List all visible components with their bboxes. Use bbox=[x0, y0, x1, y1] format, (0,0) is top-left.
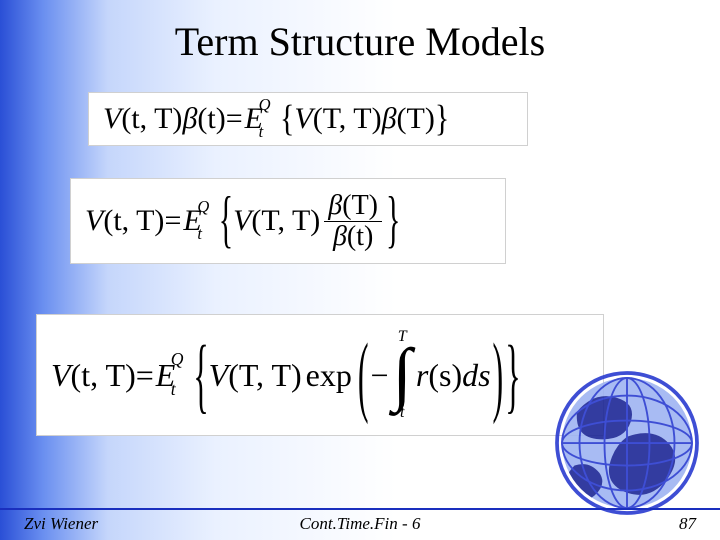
eq3-int-lower: t bbox=[400, 405, 404, 421]
eq1-eq-sign: = bbox=[226, 102, 243, 136]
eq3-lbrace: { bbox=[193, 327, 208, 423]
eq1-rhs-V-args: (T, T) bbox=[313, 102, 382, 136]
eq3-lhs-args: (t, T) bbox=[71, 357, 136, 394]
eq1-rbrace: } bbox=[435, 98, 449, 141]
eq2-rbrace: } bbox=[386, 185, 400, 256]
eq2-frac-num: β(T) bbox=[324, 191, 382, 220]
eq1-rhs-beta: β bbox=[382, 102, 397, 136]
footer-center: Cont.Time.Fin - 6 bbox=[0, 514, 720, 534]
eq3-r-args: (s) bbox=[428, 357, 462, 394]
eq1-rhs-V: V bbox=[294, 102, 312, 136]
eq1-lhs-V: V bbox=[103, 102, 121, 136]
eq2-fraction: β(T) β(t) bbox=[324, 191, 382, 251]
eq3-int-symbol: ∫ bbox=[393, 345, 412, 405]
eq2-den-beta: β bbox=[333, 221, 347, 252]
eq1-lhs-beta-args: (t) bbox=[197, 102, 225, 136]
eq2-rhs-V-args: (T, T) bbox=[251, 204, 320, 238]
equation-3-box: V(t, T) = E Q t {V(T, T) exp(− T ∫ t r(s… bbox=[36, 314, 604, 436]
eq1-E-sub: t bbox=[259, 122, 264, 142]
eq2-frac-den: β(t) bbox=[329, 222, 377, 251]
eq1-lhs-args: (t, T) bbox=[121, 102, 182, 136]
eq2-num-beta: β bbox=[328, 190, 342, 221]
eq2-num-args: (T) bbox=[342, 190, 378, 221]
footer-page-number: 87 bbox=[679, 514, 696, 534]
eq2-E-sub: t bbox=[197, 224, 202, 244]
eq2-eq-sign: = bbox=[164, 204, 181, 238]
eq2-lhs-V: V bbox=[85, 204, 103, 238]
eq3-eq-sign: = bbox=[136, 357, 154, 394]
eq3-integral: T ∫ t bbox=[393, 329, 412, 421]
eq2-expectation: E Q t bbox=[183, 204, 201, 238]
slide-root: Term Structure Models V(t, T)β(t) = E Q … bbox=[0, 0, 720, 540]
eq1-lbrace: { bbox=[280, 98, 294, 141]
eq3-rparen: ) bbox=[493, 323, 504, 427]
eq3-rbrace: } bbox=[505, 327, 520, 423]
eq3-lparen: ( bbox=[358, 323, 369, 427]
equation-2-box: V(t, T) = E Q t {V(T, T) β(T) β(t) } bbox=[70, 178, 506, 264]
eq3-lhs-V: V bbox=[51, 357, 71, 394]
eq3-minus: − bbox=[371, 357, 389, 394]
eq1-E-sup: Q bbox=[259, 95, 271, 115]
eq2-E-sup: Q bbox=[197, 197, 209, 217]
eq3-E-sub: t bbox=[171, 379, 176, 400]
eq3-rhs-V-args: (T, T) bbox=[228, 357, 301, 394]
slide-title: Term Structure Models bbox=[0, 18, 720, 65]
eq2-den-args: (t) bbox=[347, 221, 373, 252]
eq2-lbrace: { bbox=[219, 185, 233, 256]
eq2-rhs-V: V bbox=[233, 204, 251, 238]
eq3-expectation: E Q t bbox=[156, 357, 176, 394]
eq1-lhs-beta: β bbox=[182, 102, 197, 136]
globe-icon bbox=[552, 368, 702, 518]
eq1-rhs-beta-args: (T) bbox=[397, 102, 435, 136]
footer-divider bbox=[0, 508, 720, 510]
equation-2: V(t, T) = E Q t {V(T, T) β(T) β(t) } bbox=[85, 191, 400, 251]
eq3-E-sup: Q bbox=[171, 349, 184, 370]
equation-1-box: V(t, T)β(t) = E Q t {V(T, T)β(T)} bbox=[88, 92, 528, 146]
equation-1: V(t, T)β(t) = E Q t {V(T, T)β(T)} bbox=[103, 102, 449, 136]
eq3-ds: ds bbox=[462, 357, 490, 394]
eq3-r: r bbox=[416, 357, 428, 394]
eq3-exp: exp bbox=[306, 357, 352, 394]
eq1-expectation: E Q t bbox=[245, 102, 263, 136]
eq2-lhs-args: (t, T) bbox=[103, 204, 164, 238]
eq3-rhs-V: V bbox=[209, 357, 229, 394]
equation-3: V(t, T) = E Q t {V(T, T) exp(− T ∫ t r(s… bbox=[51, 329, 521, 421]
